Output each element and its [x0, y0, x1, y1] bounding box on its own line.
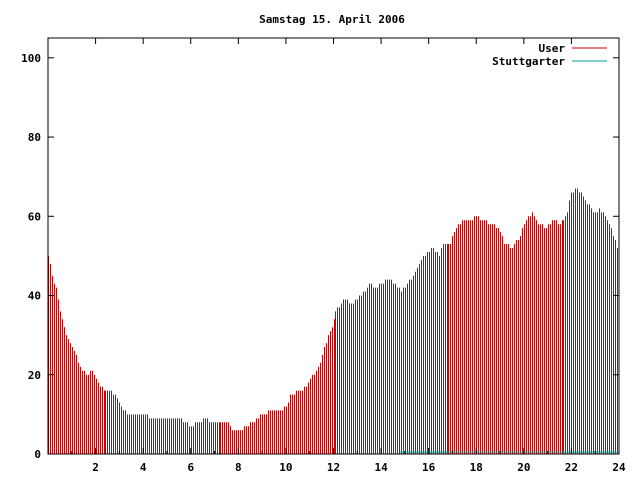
- legend: User Stuttgarter: [492, 42, 607, 68]
- y-tick-label: 80: [28, 131, 41, 144]
- x-tick-label: 4: [140, 461, 147, 474]
- x-tick-label: 10: [279, 461, 292, 474]
- y-tick-label: 20: [28, 369, 41, 382]
- x-tick-label: 20: [517, 461, 530, 474]
- y-tick-label: 0: [34, 448, 41, 461]
- x-tick-label: 22: [565, 461, 578, 474]
- chart-title: Samstag 15. April 2006: [259, 13, 405, 26]
- x-tick-label: 6: [187, 461, 194, 474]
- x-tick-label: 18: [470, 461, 483, 474]
- y-tick-label: 100: [21, 52, 41, 65]
- plot-frame: [48, 38, 619, 454]
- user-series-bars: [49, 189, 618, 454]
- x-tick-label: 8: [235, 461, 242, 474]
- y-tick-label: 60: [28, 210, 41, 223]
- x-tick-label: 14: [374, 461, 388, 474]
- y-tick-label: 40: [28, 290, 41, 303]
- x-tick-label: 24: [612, 461, 626, 474]
- legend-label-stuttgarter: Stuttgarter: [492, 55, 565, 68]
- legend-label-user: User: [539, 42, 566, 55]
- x-tick-label: 12: [327, 461, 340, 474]
- x-tick-label: 16: [422, 461, 436, 474]
- x-tick-label: 2: [92, 461, 99, 474]
